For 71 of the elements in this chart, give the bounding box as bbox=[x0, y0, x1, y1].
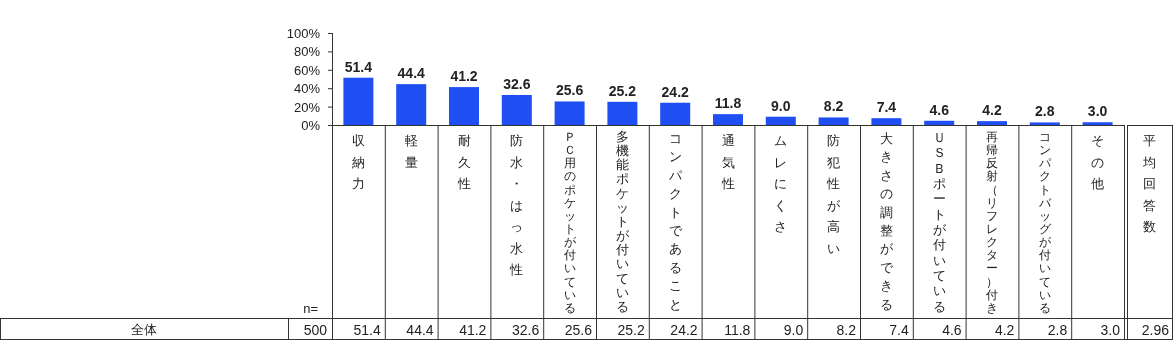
text: 11.8 bbox=[714, 95, 742, 112]
bar bbox=[924, 120, 955, 125]
y-tick-label: 0% bbox=[301, 118, 321, 133]
x-tick-label: 収納力 bbox=[351, 132, 366, 193]
bar bbox=[343, 77, 374, 125]
bar bbox=[977, 121, 1007, 125]
text: 7.4 bbox=[876, 99, 897, 116]
text: 25.6 bbox=[555, 82, 584, 99]
text: n= bbox=[303, 301, 318, 316]
category-label: コンパクトであること bbox=[668, 131, 682, 312]
data-label: 25.2 bbox=[617, 322, 646, 338]
text: 51.4 bbox=[344, 58, 373, 75]
text: 41.2 bbox=[450, 68, 478, 85]
data-label: 3.0 bbox=[1100, 322, 1121, 338]
data-label: 51.4 bbox=[353, 322, 382, 338]
text: 24.2 bbox=[661, 83, 689, 100]
text: 8.2 bbox=[823, 98, 844, 115]
text: 9.0 bbox=[771, 97, 791, 114]
x-tick-label: ムレにくさ bbox=[773, 132, 788, 236]
text: 500 bbox=[303, 322, 328, 338]
data-label: 25.6 bbox=[564, 322, 593, 338]
text: 3.0 bbox=[1087, 103, 1108, 120]
bar bbox=[449, 87, 479, 125]
category-label: コンパクトバッグが付いている bbox=[1038, 130, 1051, 314]
bar bbox=[554, 101, 585, 125]
text: 平均回答数 bbox=[1142, 132, 1157, 236]
bar bbox=[607, 101, 638, 125]
x-tick-label: 耐久性 bbox=[457, 132, 471, 193]
y-tick-label: 40% bbox=[293, 81, 321, 97]
text: 4.2 bbox=[982, 102, 1002, 119]
category-label: 大きさの調整ができる bbox=[879, 131, 893, 312]
bar bbox=[660, 102, 691, 125]
x-tick-label: その他 bbox=[1090, 132, 1105, 193]
bar bbox=[501, 95, 532, 125]
data-label: 32.6 bbox=[511, 322, 540, 338]
text: 2.8 bbox=[1035, 103, 1055, 120]
text: 44.4 bbox=[397, 65, 425, 82]
data-label: 24.2 bbox=[670, 322, 698, 338]
bar bbox=[713, 114, 743, 125]
y-tick-label: 20% bbox=[293, 99, 321, 115]
data-label: 4.6 bbox=[942, 322, 962, 338]
data-label: 4.2 bbox=[994, 322, 1015, 338]
bar bbox=[1029, 122, 1060, 125]
bar bbox=[818, 117, 849, 125]
x-tick-label: 防水・はっ水性 bbox=[509, 132, 524, 279]
data-label: 7.4 bbox=[889, 322, 910, 338]
category-label: 再帰反射（リフレクター）付き bbox=[986, 130, 998, 314]
bar bbox=[1082, 122, 1113, 125]
data-label: 44.4 bbox=[406, 322, 434, 338]
category-label: ＵＳＢポートが付いている bbox=[932, 130, 946, 314]
text: 全体 bbox=[131, 322, 157, 337]
data-label: 11.8 bbox=[724, 322, 751, 338]
text: 2.96 bbox=[1141, 322, 1170, 338]
text: 4.6 bbox=[929, 101, 949, 118]
y-tick-label: 100% bbox=[286, 26, 321, 41]
category-label: ＰＣ用のポケットが付いている bbox=[563, 130, 576, 314]
y-tick-label: 60% bbox=[293, 62, 321, 78]
category-label: 多機能ポケットが付いている bbox=[615, 130, 629, 314]
data-label: 9.0 bbox=[783, 322, 804, 338]
data-label: 8.2 bbox=[836, 322, 857, 338]
text: 25.2 bbox=[608, 82, 637, 99]
bar bbox=[765, 116, 796, 125]
bar bbox=[396, 84, 427, 125]
text: 32.6 bbox=[503, 76, 531, 93]
data-label: 2.8 bbox=[1047, 322, 1068, 338]
x-tick-label: 通気性 bbox=[721, 132, 735, 193]
bar bbox=[871, 118, 902, 125]
y-tick-label: 80% bbox=[293, 44, 321, 60]
data-label: 41.2 bbox=[459, 322, 487, 338]
x-tick-label: 防犯性が高い bbox=[826, 132, 841, 258]
x-tick-label: 軽量 bbox=[404, 132, 419, 172]
